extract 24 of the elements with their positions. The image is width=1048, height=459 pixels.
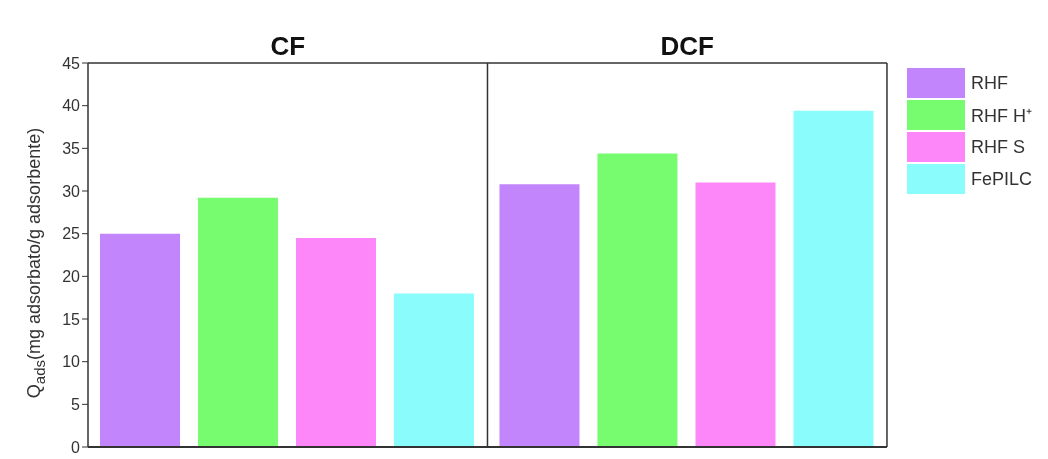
y-tick-label: 5 [71, 396, 81, 414]
bar [197, 197, 278, 447]
y-tick-label: 20 [62, 268, 81, 286]
bar [695, 182, 776, 447]
legend-label: FePILC [970, 168, 1032, 190]
y-tick-label: 25 [62, 225, 81, 243]
y-tick-label: 45 [62, 54, 81, 72]
x-tick-label: CF [270, 31, 306, 61]
bar [99, 233, 180, 447]
bar [499, 184, 580, 447]
bar [793, 110, 874, 447]
y-tick-label: 10 [62, 353, 81, 371]
legend-label: RHF S [970, 136, 1025, 158]
bar [393, 293, 474, 447]
y-tick-label: 15 [62, 310, 81, 328]
y-tick-label: 0 [71, 438, 81, 456]
y-tick-label: 30 [62, 182, 81, 200]
y-tick-label: 40 [62, 97, 81, 115]
x-tick-label: DCF [660, 31, 714, 61]
legend-label: RHF [970, 72, 1008, 94]
bar [295, 237, 376, 447]
legend-label: RHF H⁺ [970, 105, 1032, 127]
y-tick-label: 35 [62, 140, 81, 158]
bar [597, 153, 678, 447]
